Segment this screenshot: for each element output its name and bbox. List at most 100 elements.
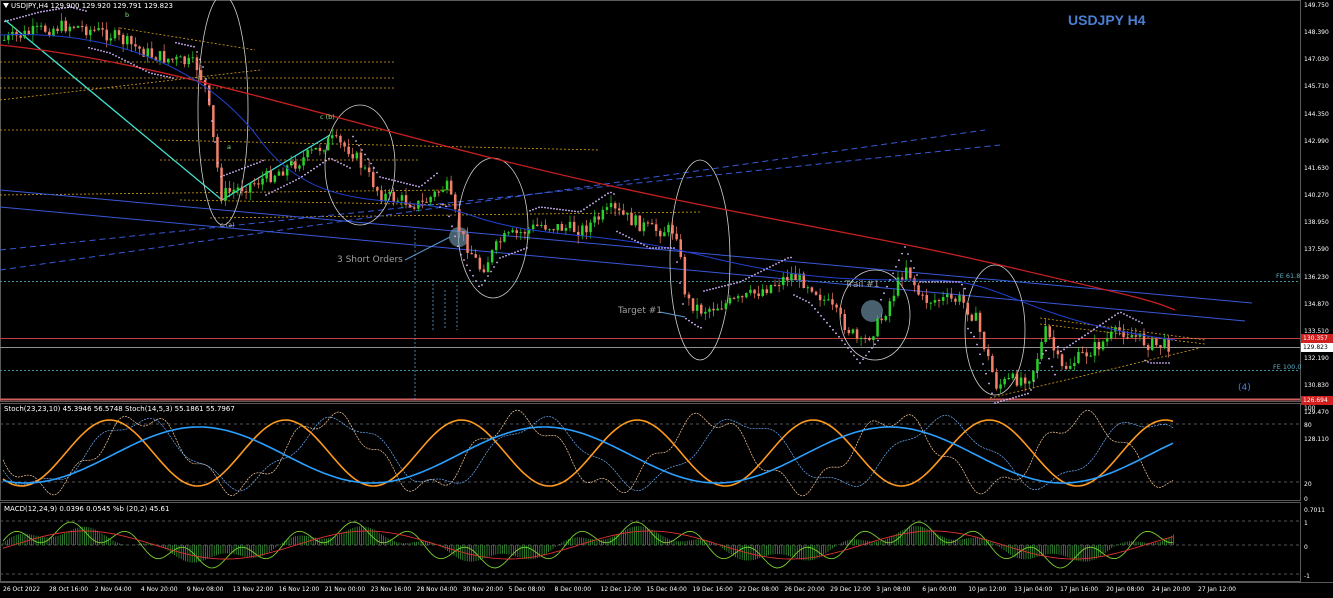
candle-body bbox=[1052, 337, 1056, 351]
parabolic-dot bbox=[412, 184, 414, 187]
parabolic-dot bbox=[772, 264, 774, 267]
candle-body bbox=[298, 165, 301, 169]
parabolic-dot bbox=[736, 281, 738, 284]
main-pane[interactable] bbox=[0, 0, 1301, 402]
candle-body bbox=[851, 329, 855, 334]
parabolic-dot bbox=[523, 248, 525, 250]
pointer-line bbox=[659, 311, 686, 318]
candle-body bbox=[1146, 345, 1150, 350]
parabolic-dot bbox=[1090, 330, 1092, 333]
parabolic-dot bbox=[928, 281, 930, 283]
stoch-pane[interactable] bbox=[0, 403, 1301, 501]
parabolic-dot bbox=[589, 204, 591, 207]
parabolic-dot bbox=[853, 354, 855, 357]
macd-label: MACD(12,24,9) 0.0396 0.0545 %b (20,2) 45… bbox=[4, 505, 170, 513]
parabolic-dot bbox=[112, 53, 114, 56]
candle-body bbox=[158, 51, 162, 61]
parabolic-dot bbox=[931, 281, 933, 283]
parabolic-dot bbox=[97, 49, 99, 51]
candle-body bbox=[843, 313, 846, 330]
parabolic-dot bbox=[31, 13, 33, 16]
candle-body bbox=[876, 318, 879, 337]
candle-body bbox=[646, 222, 650, 224]
parabolic-dot bbox=[28, 14, 30, 16]
parabolic-dot bbox=[415, 185, 417, 187]
parabolic-dot bbox=[103, 50, 105, 53]
candle-body bbox=[191, 57, 195, 59]
parabolic-dot bbox=[316, 165, 318, 168]
trail-marker bbox=[861, 300, 883, 322]
candle-body bbox=[1069, 366, 1072, 369]
parabolic-dot bbox=[427, 179, 429, 182]
candle-body bbox=[146, 48, 149, 57]
chart-menu-icon[interactable] bbox=[3, 3, 9, 8]
parabolic-dot bbox=[802, 298, 804, 301]
candle-body bbox=[27, 30, 31, 35]
time-tick-label: 26 Dec 20:00 bbox=[784, 586, 825, 593]
parabolic-dot bbox=[760, 270, 762, 273]
parabolic-dot bbox=[355, 140, 357, 142]
parabolic-dot bbox=[232, 171, 234, 174]
candle-body bbox=[433, 191, 436, 197]
parabolic-dot bbox=[721, 285, 723, 288]
parabolic-dot bbox=[358, 144, 360, 147]
parabolic-dot bbox=[613, 193, 615, 195]
parabolic-dot bbox=[805, 300, 807, 302]
parabolic-dot bbox=[64, 6, 66, 9]
parabolic-dot bbox=[277, 188, 279, 190]
candle-body bbox=[1085, 352, 1088, 357]
wave-a-label: a bbox=[227, 143, 231, 151]
candle-body bbox=[413, 207, 416, 209]
parabolic-dot bbox=[253, 163, 255, 166]
parabolic-dot bbox=[340, 162, 342, 165]
candle-body bbox=[905, 267, 908, 281]
parabolic-dot bbox=[559, 208, 561, 211]
parabolic-dot bbox=[310, 169, 312, 172]
parabolic-dot bbox=[496, 261, 498, 264]
parabolic-dot bbox=[844, 343, 846, 346]
parabolic-dot bbox=[397, 180, 399, 183]
parabolic-dot bbox=[610, 191, 612, 194]
parabolic-dot bbox=[22, 15, 24, 18]
parabolic-dot bbox=[667, 247, 669, 249]
bottom-level-tag: 126.694 bbox=[1301, 396, 1333, 405]
parabolic-dot bbox=[376, 171, 378, 174]
candle-body bbox=[318, 147, 322, 151]
parabolic-dot bbox=[1042, 353, 1044, 355]
candle-body bbox=[978, 312, 982, 332]
parabolic-dot bbox=[418, 185, 420, 188]
parabolic-dot bbox=[493, 266, 495, 268]
parabolic-dot bbox=[940, 281, 942, 283]
parabolic-dot bbox=[592, 202, 594, 205]
candle-body bbox=[265, 171, 268, 179]
candle-body bbox=[814, 291, 818, 295]
candle-body bbox=[1064, 365, 1068, 369]
parabolic-dot bbox=[1117, 312, 1119, 315]
blue-trendline bbox=[0, 206, 1246, 322]
candle-body bbox=[798, 273, 801, 281]
candle-body bbox=[872, 336, 875, 341]
parabolic-dot bbox=[967, 327, 969, 330]
candle-body bbox=[581, 225, 584, 237]
parabolic-dot bbox=[571, 210, 573, 212]
pointer-line bbox=[404, 236, 451, 261]
parabolic-dot bbox=[478, 285, 480, 288]
candle-body bbox=[76, 26, 80, 28]
candle-body bbox=[142, 48, 145, 57]
time-tick-label: 17 Jan 16:00 bbox=[1060, 586, 1099, 593]
candle-body bbox=[618, 208, 621, 211]
parabolic-dot bbox=[544, 206, 546, 209]
candle-body bbox=[236, 187, 240, 190]
parabolic-dot bbox=[466, 264, 468, 267]
parabolic-dot bbox=[1012, 396, 1014, 399]
parabolic-dot bbox=[1069, 344, 1071, 347]
candle-body bbox=[991, 356, 994, 373]
parabolic-dot bbox=[142, 68, 144, 71]
parabolic-dot bbox=[235, 170, 237, 172]
parabolic-dot bbox=[1135, 319, 1137, 321]
parabolic-dot bbox=[1147, 361, 1149, 363]
macd-pane[interactable] bbox=[0, 502, 1301, 582]
parabolic-dot bbox=[286, 183, 288, 186]
parabolic-dot bbox=[292, 180, 294, 183]
